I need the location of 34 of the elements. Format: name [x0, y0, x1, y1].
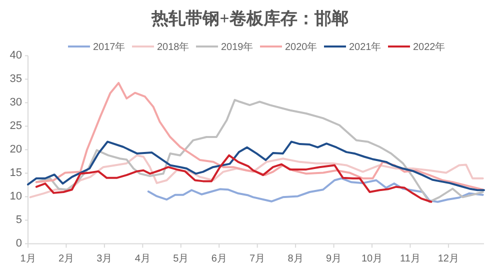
x-tick-label: 8月	[288, 254, 304, 265]
line-series	[147, 177, 484, 203]
x-tick-label: 3月	[96, 254, 112, 265]
legend-label: 2021年	[349, 41, 382, 53]
x-tick-label: 11月	[400, 254, 420, 265]
y-tick-label: 5	[16, 214, 22, 226]
x-tick-label: 4月	[134, 254, 150, 265]
legend-label: 2022年	[413, 41, 446, 53]
x-tick-label: 2月	[58, 254, 74, 265]
legend-label: 2019年	[221, 41, 254, 53]
legend-label: 2020年	[285, 41, 318, 53]
x-tick-label: 6月	[211, 254, 227, 265]
y-tick-label: 25	[10, 120, 22, 132]
legend-label: 2017年	[93, 41, 126, 53]
x-tick-label: 10月	[361, 254, 383, 265]
legend-label: 2018年	[157, 41, 190, 53]
line-series	[35, 154, 432, 203]
line-series	[27, 140, 485, 192]
x-tick-label: 7月	[250, 254, 266, 265]
y-tick-label: 40	[10, 50, 22, 62]
line-series	[29, 154, 484, 198]
x-tick-label: 9月	[326, 254, 342, 265]
x-tick-label: 5月	[173, 254, 189, 265]
x-tick-label: 12月	[438, 254, 460, 265]
y-tick-label: 35	[10, 73, 22, 86]
y-tick-label: 10	[10, 190, 22, 203]
y-tick-label: 0	[16, 238, 22, 250]
y-tick-label: 20	[10, 144, 22, 156]
line-series	[35, 98, 484, 203]
line-series	[35, 82, 484, 191]
x-tick-label: 1月	[20, 254, 36, 265]
y-tick-label: 30	[10, 96, 22, 109]
y-tick-label: 15	[10, 167, 22, 180]
chart-title: 热轧带钢+卷板库存：邯郸	[150, 9, 348, 28]
